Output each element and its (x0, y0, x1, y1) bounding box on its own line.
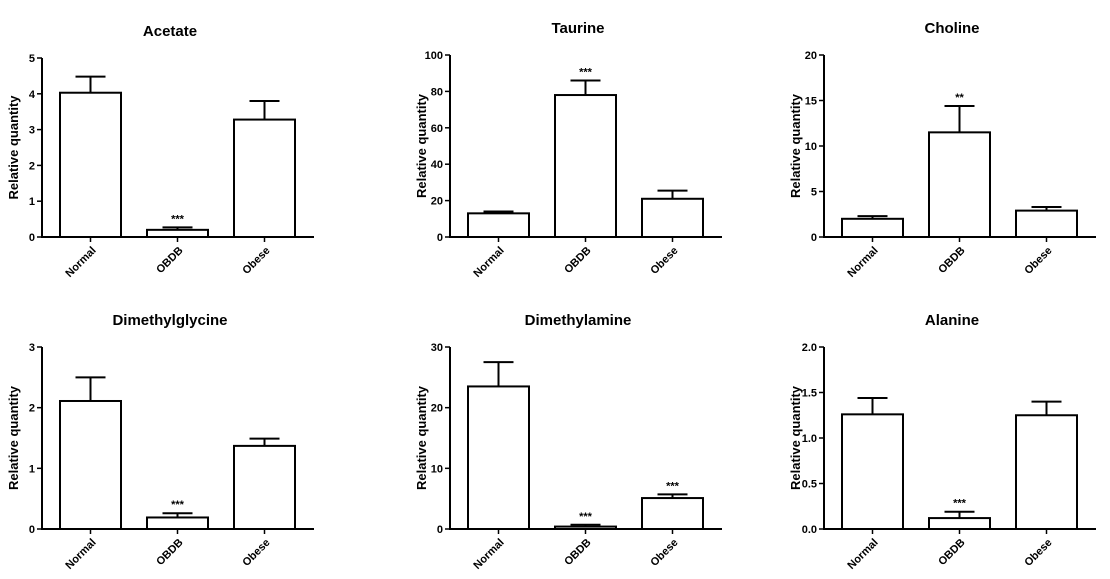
y-tick-label: 0 (811, 232, 817, 244)
bar-normal (841, 413, 904, 530)
x-category-label: Normal (63, 245, 98, 280)
y-axis-label: Relative quantity (6, 385, 21, 490)
x-category-label: Obese (1022, 537, 1054, 569)
x-category-label: Obese (1022, 245, 1054, 277)
bar-obese (641, 197, 704, 238)
y-axis-label: Relative quantity (788, 93, 803, 198)
y-tick-label: 3 (29, 125, 35, 137)
y-tick-label: 80 (431, 86, 443, 98)
bar-normal (467, 212, 530, 238)
chart-panel-dimethylglycine: Dimethylglycine Relative quantity 0 1 2 3 Norm… (6, 312, 314, 572)
chart-panel-choline: Choline Relative quantity 0 5 10 15 20 Normal **… (788, 20, 1096, 280)
y-tick-label: 0 (29, 524, 35, 536)
bar-normal (59, 91, 122, 238)
y-axis-label: Relative quantity (414, 385, 429, 490)
x-category-label: Obese (648, 245, 680, 277)
y-tick-label: 4 (29, 89, 36, 101)
chart-title: Choline (925, 20, 980, 37)
bar-obdb (554, 525, 617, 530)
y-tick-label: 5 (811, 187, 817, 199)
significance-label: *** (171, 213, 185, 225)
x-category-label: OBDB (154, 245, 185, 276)
y-tick-label: 5 (29, 53, 35, 65)
significance-label: *** (666, 480, 680, 492)
bar-obese (233, 444, 296, 530)
bar-obese (641, 497, 704, 530)
y-tick-label: 1 (29, 463, 35, 475)
x-category-label: Obese (240, 537, 272, 569)
bar-obdb (146, 228, 209, 238)
chart-title: Acetate (143, 23, 197, 40)
y-tick-label: 2 (29, 160, 35, 172)
chart-panel-alanine: Alanine Relative quantity 0.0 0.5 1.0 1.5 2.0 N… (788, 312, 1096, 572)
y-tick-label: 2.0 (802, 342, 817, 354)
y-tick-label: 100 (425, 50, 443, 62)
y-axis-label: Relative quantity (414, 93, 429, 198)
x-category-label: Normal (471, 537, 506, 572)
y-tick-label: 30 (431, 342, 443, 354)
y-tick-label: 0 (437, 232, 443, 244)
x-category-label: OBDB (562, 537, 593, 568)
significance-label: *** (953, 498, 967, 510)
chart-title: Dimethylglycine (112, 312, 227, 329)
y-tick-label: 40 (431, 159, 443, 171)
bar-obdb (146, 516, 209, 530)
significance-label: *** (579, 511, 593, 523)
significance-label: ** (955, 92, 964, 104)
bar-obese (233, 118, 296, 238)
y-tick-label: 3 (29, 342, 35, 354)
chart-title: Taurine (551, 20, 604, 37)
x-category-label: OBDB (936, 245, 967, 276)
y-tick-label: 10 (431, 463, 443, 475)
bar-normal (841, 217, 904, 239)
x-category-label: OBDB (936, 537, 967, 568)
y-tick-label: 1.5 (802, 388, 817, 400)
y-tick-label: 0 (29, 232, 35, 244)
y-tick-label: 2 (29, 403, 35, 415)
x-category-label: Normal (845, 537, 880, 572)
chart-panel-taurine: Taurine Relative quantity 0 20 40 60 80 100 Norm… (414, 20, 722, 280)
x-category-label: Normal (845, 245, 880, 280)
chart-title: Alanine (925, 312, 979, 329)
x-category-label: Obese (648, 537, 680, 569)
bar-obdb (928, 517, 991, 531)
y-tick-label: 20 (431, 403, 443, 415)
y-tick-label: 1.0 (802, 433, 817, 445)
y-tick-label: 0 (437, 524, 443, 536)
bar-obdb (928, 131, 991, 239)
bar-obdb (554, 94, 617, 239)
y-tick-label: 0.5 (802, 479, 817, 491)
x-category-label: Obese (240, 245, 272, 277)
x-category-label: OBDB (154, 537, 185, 568)
chart-panel-dimethylamine: Dimethylamine Relative quantity 0 10 20 30 Nor… (414, 312, 722, 572)
y-axis-label: Relative quantity (6, 95, 21, 200)
x-category-label: OBDB (562, 245, 593, 276)
x-category-label: Normal (63, 537, 98, 572)
y-tick-label: 20 (431, 196, 443, 208)
y-tick-label: 60 (431, 123, 443, 135)
y-tick-label: 10 (805, 141, 817, 153)
chart-panel-acetate: Acetate Relative quantity 0 1 2 3 4 5 Normal *** O… (6, 23, 314, 280)
bar-obese (1015, 414, 1078, 530)
y-tick-label: 15 (805, 96, 817, 108)
y-axis-label: Relative quantity (788, 385, 803, 490)
y-tick-label: 0.0 (802, 524, 817, 536)
chart-title: Dimethylamine (525, 312, 632, 329)
bar-normal (59, 399, 122, 531)
significance-label: *** (579, 66, 593, 78)
y-tick-label: 20 (805, 50, 817, 62)
significance-label: *** (171, 499, 185, 511)
bar-normal (467, 385, 530, 530)
bar-obese (1015, 209, 1078, 238)
x-category-label: Normal (471, 245, 506, 280)
y-tick-label: 1 (29, 196, 35, 208)
